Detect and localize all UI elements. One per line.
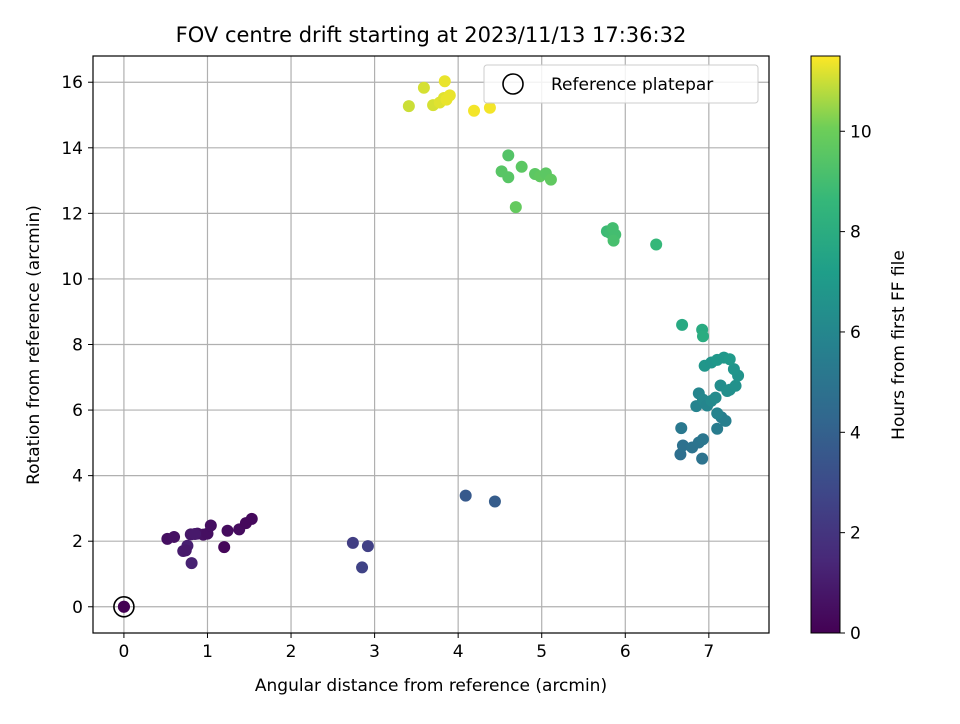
data-point (245, 512, 258, 525)
data-point (509, 201, 522, 214)
data-point (502, 149, 515, 162)
data-point (204, 519, 217, 532)
y-tick-label: 14 (61, 139, 83, 159)
data-point (729, 379, 742, 392)
x-tick-label: 7 (703, 642, 714, 662)
data-point (402, 100, 415, 113)
data-point (443, 89, 456, 102)
data-point (168, 530, 181, 543)
data-point (179, 544, 192, 557)
colorbar: 0 2 4 6 8 10 Hours from first FF file (810, 55, 909, 644)
data-point (607, 234, 620, 247)
x-tick-label: 3 (369, 642, 380, 662)
data-point (221, 524, 234, 537)
legend: Reference platepar (483, 64, 759, 104)
y-tick-label: 0 (72, 598, 83, 618)
data-point (696, 330, 709, 343)
data-point (719, 414, 732, 427)
x-tick-label: 2 (286, 642, 297, 662)
colorbar-tick-label: 0 (850, 624, 861, 644)
colorbar-tick-label: 8 (850, 223, 861, 243)
data-point (468, 104, 481, 117)
data-point (727, 363, 740, 376)
chart-title: FOV centre drift starting at 2023/11/13 … (176, 23, 687, 47)
x-axis-ticks: 0 1 2 3 4 5 6 7 (119, 633, 714, 662)
data-points (117, 75, 745, 613)
y-tick-label: 6 (72, 401, 83, 421)
y-tick-label: 10 (61, 270, 83, 290)
x-tick-label: 0 (119, 642, 130, 662)
x-tick-label: 4 (453, 642, 464, 662)
x-axis-label: Angular distance from reference (arcmin) (255, 676, 607, 696)
data-point (723, 353, 736, 366)
data-point (709, 391, 722, 404)
data-point (502, 171, 515, 184)
data-point (185, 557, 198, 570)
y-tick-label: 4 (72, 467, 83, 487)
legend-box (483, 64, 759, 104)
legend-entry-reference: Reference platepar (551, 75, 713, 95)
data-point (711, 422, 724, 435)
data-point (650, 238, 663, 251)
data-point (346, 536, 359, 549)
data-point (696, 452, 709, 465)
colorbar-label: Hours from first FF file (889, 250, 909, 440)
data-point (361, 540, 374, 553)
x-tick-label: 5 (536, 642, 547, 662)
grid (93, 56, 769, 633)
data-point (356, 561, 369, 574)
data-point (417, 81, 430, 94)
colorbar-ticks: 0 2 4 6 8 10 (840, 122, 872, 644)
data-point (515, 160, 528, 173)
x-tick-label: 6 (620, 642, 631, 662)
x-tick-label: 1 (202, 642, 213, 662)
reference-ring (113, 595, 135, 618)
reference-marker (113, 595, 135, 618)
data-point (459, 489, 472, 502)
y-axis-ticks: 0 2 4 6 8 10 12 14 16 (61, 73, 93, 618)
data-point (676, 318, 689, 331)
colorbar-gradient (810, 55, 841, 634)
data-point (483, 101, 496, 114)
data-point (488, 495, 501, 508)
legend-marker (502, 73, 524, 95)
y-axis-label: Rotation from reference (arcmin) (24, 205, 44, 485)
y-tick-label: 16 (61, 73, 83, 93)
colorbar-tick-label: 4 (850, 423, 861, 443)
data-point (438, 75, 451, 88)
data-point (676, 439, 689, 452)
data-point (711, 407, 724, 420)
y-tick-label: 2 (72, 532, 83, 552)
data-point (188, 527, 201, 540)
y-tick-label: 8 (72, 336, 83, 356)
data-point (696, 433, 709, 446)
data-point (544, 173, 557, 186)
colorbar-tick-label: 10 (850, 122, 872, 142)
data-point (675, 422, 688, 435)
y-tick-label: 12 (61, 204, 83, 224)
data-point (218, 541, 231, 554)
colorbar-tick-label: 2 (850, 524, 861, 544)
colorbar-tick-label: 6 (850, 323, 861, 343)
reference-point (117, 600, 130, 613)
